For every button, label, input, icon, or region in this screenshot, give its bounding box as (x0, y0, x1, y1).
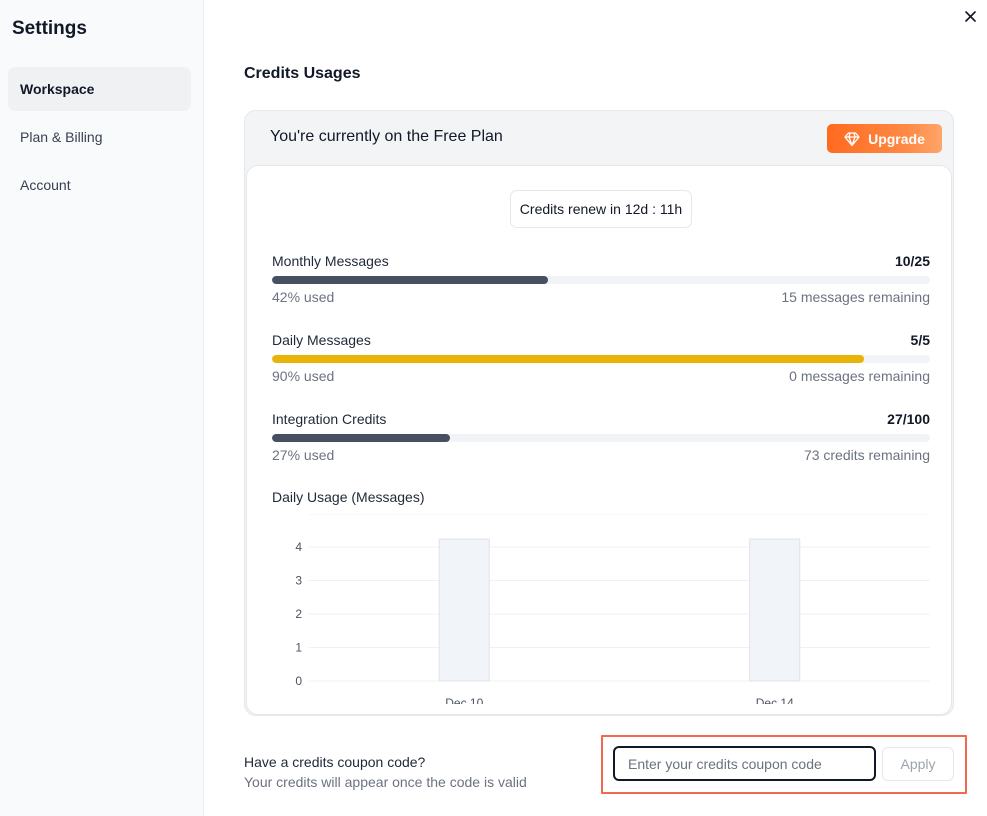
usage-count: 5/5 (910, 332, 930, 348)
usage-percent: 90% used (272, 368, 335, 384)
coupon-subtitle: Your credits will appear once the code i… (244, 774, 527, 790)
upgrade-label: Upgrade (868, 130, 925, 147)
progress-bar (272, 355, 930, 363)
usage-integration-credits: Integration Credits 27/100 27% used 73 c… (272, 411, 930, 469)
sidebar-title: Settings (12, 18, 87, 39)
progress-fill (272, 355, 865, 363)
usage-label: Daily Messages (272, 332, 371, 348)
renew-badge: Credits renew in 12d : 11h (510, 190, 692, 228)
usage-percent: 27% used (272, 447, 335, 463)
usage-label: Monthly Messages (272, 253, 389, 269)
x-tick-label: Dec 10 (445, 696, 483, 704)
x-tick-label: Dec 14 (756, 696, 794, 704)
diamond-icon (844, 131, 860, 146)
usage-card: Credits renew in 12d : 11h Monthly Messa… (246, 165, 952, 715)
usage-remaining: 15 messages remaining (781, 289, 930, 305)
usage-count: 27/100 (887, 411, 930, 427)
y-tick-label: 3 (295, 574, 302, 588)
sidebar-item-workspace[interactable]: Workspace (8, 67, 191, 111)
apply-button[interactable]: Apply (882, 747, 954, 781)
chart-title: Daily Usage (Messages) (272, 489, 425, 505)
daily-usage-chart: 0 1 2 3 4 Dec 10 Dec 14 (295, 514, 930, 704)
usage-monthly-messages: Monthly Messages 10/25 42% used 15 messa… (272, 253, 930, 311)
usage-daily-messages: Daily Messages 5/5 90% used 0 messages r… (272, 332, 930, 390)
close-button[interactable] (960, 6, 980, 26)
section-title: Credits Usages (244, 65, 361, 82)
coupon-input[interactable] (613, 746, 876, 781)
usage-label: Integration Credits (272, 411, 387, 427)
usage-percent: 42% used (272, 289, 335, 305)
progress-fill (272, 276, 549, 284)
close-icon (964, 10, 976, 22)
chart-bar (438, 538, 490, 682)
plan-card: You're currently on the Free Plan Upgrad… (244, 110, 954, 716)
chart-bar (749, 538, 801, 682)
y-tick-label: 0 (295, 674, 302, 688)
y-tick-label: 4 (295, 540, 302, 554)
usage-remaining: 73 credits remaining (803, 447, 930, 463)
upgrade-button[interactable]: Upgrade (827, 124, 942, 153)
usage-remaining: 0 messages remaining (789, 368, 930, 384)
plan-title: You're currently on the Free Plan (270, 128, 503, 145)
progress-bar (272, 276, 930, 284)
settings-sidebar: Settings Workspace Plan & Billing Accoun… (0, 0, 204, 816)
coupon-title: Have a credits coupon code? (244, 754, 426, 770)
sidebar-item-plan-billing[interactable]: Plan & Billing (20, 129, 103, 145)
y-tick-label: 1 (295, 641, 302, 655)
progress-bar (272, 434, 930, 442)
y-tick-label: 2 (295, 607, 302, 621)
coupon-highlight-box (601, 735, 967, 794)
sidebar-item-account[interactable]: Account (20, 177, 71, 193)
progress-fill (272, 434, 450, 442)
usage-count: 10/25 (894, 253, 930, 269)
